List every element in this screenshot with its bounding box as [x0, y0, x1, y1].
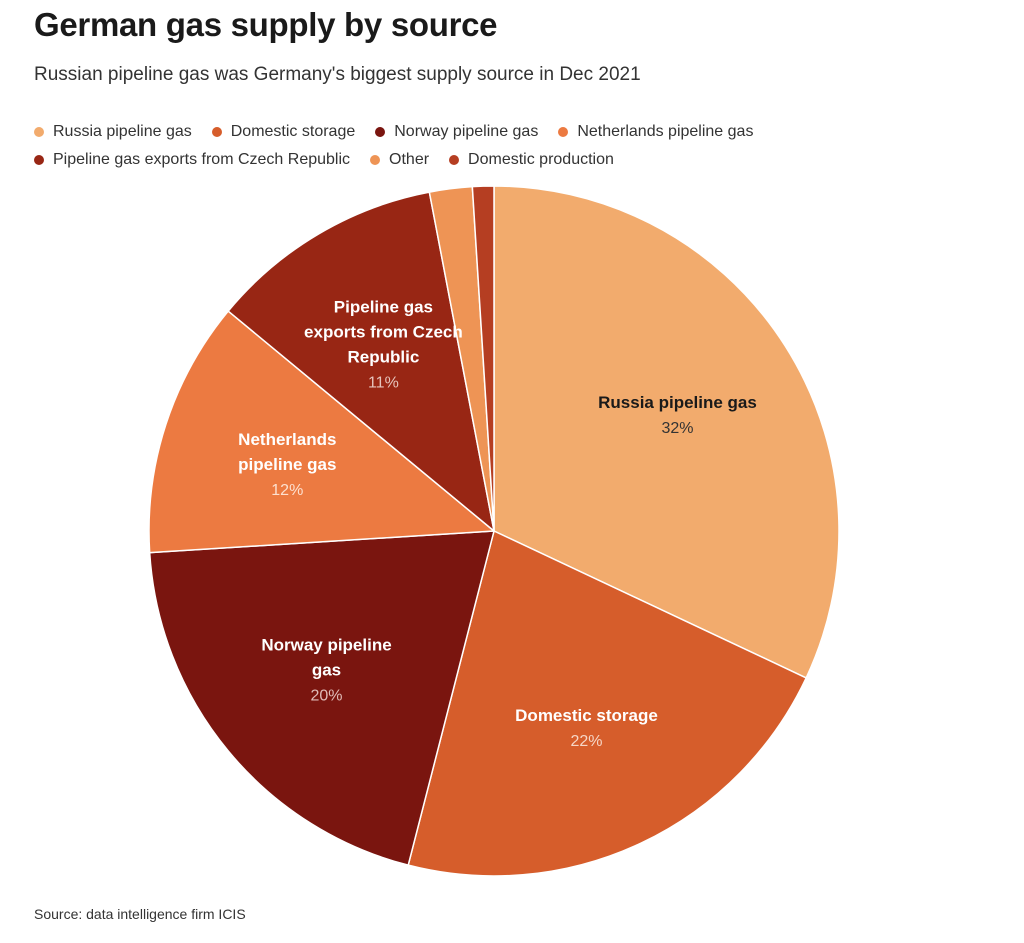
slice-name-text: Domestic storage — [515, 706, 658, 725]
legend-item-norway-pipeline-gas: Norway pipeline gas — [375, 123, 538, 141]
legend-item-domestic-storage: Domestic storage — [211, 123, 356, 141]
slice-name-text: Republic — [348, 347, 420, 366]
slice-name-text: exports from Czech — [304, 322, 463, 341]
legend-label: Other — [389, 151, 430, 168]
legend-row: Russia pipeline gas Domestic storage Norwa… — [34, 118, 994, 146]
slice-name-text: Pipeline gas — [334, 297, 433, 316]
legend-item-netherlands-pipeline-gas: Netherlands pipeline gas — [558, 123, 753, 141]
legend-row: Pipeline gas exports from Czech Republic… — [34, 146, 994, 174]
slice-label-pipeline-gas-exports-from-czech-republic: Pipeline gas exports from Czech Republic 11… — [304, 297, 463, 391]
slice-name-text: pipeline gas — [238, 455, 336, 474]
legend-swatch — [34, 127, 44, 137]
pie-slice-domestic-storage — [407, 530, 807, 877]
slice-value-text: 20% — [310, 688, 342, 705]
legend-swatch — [211, 127, 222, 137]
pie-slice-norway-pipeline-gas — [148, 530, 495, 866]
legend-swatch — [370, 155, 381, 165]
legend-item-russia-pipeline-gas: Russia pipeline gas — [34, 123, 192, 141]
source-note: Source: data intelligence firm ICIS — [34, 906, 246, 922]
slice-label-norway-pipeline-gas: Norway pipeline gas 20% — [261, 636, 391, 705]
pie-slice-russia-pipeline-gas — [493, 185, 840, 679]
slice-name-text: Norway pipeline — [261, 636, 391, 655]
pie-slices — [148, 185, 840, 877]
slice-label-domestic-storage: Domestic storage 22% — [515, 706, 658, 750]
legend-swatch — [558, 127, 569, 137]
legend-swatch — [375, 127, 386, 137]
slice-value-text: 11% — [368, 374, 399, 391]
legend-item-domestic-production: Domestic production — [449, 151, 614, 169]
slice-value-text: 22% — [570, 733, 602, 750]
legend-item-other: Other — [370, 151, 429, 169]
legend-label: Domestic storage — [230, 123, 356, 140]
legend-label: Norway pipeline gas — [394, 123, 539, 140]
slice-value-text: 32% — [661, 420, 693, 437]
legend-label: Pipeline gas exports from Czech Republic — [53, 151, 351, 168]
slice-label-russia-pipeline-gas: Russia pipeline gas 32% — [598, 393, 757, 437]
pie-slice-domestic-production — [471, 185, 495, 532]
slice-label-netherlands-pipeline-gas: Netherlands pipeline gas 12% — [238, 430, 336, 499]
slice-name-text: Netherlands — [238, 430, 336, 449]
pie-slice-netherlands-pipeline-gas — [148, 310, 495, 554]
legend-item-pipeline-gas-exports-from-czech-republic: Pipeline gas exports from Czech Republic — [34, 151, 350, 169]
pie-labels: Russia pipeline gas 32% Domestic storage 22… — [238, 297, 757, 750]
legend-label: Domestic production — [468, 151, 614, 168]
slice-name-text: Russia pipeline gas — [598, 393, 757, 412]
pie-slice-pipeline-gas-exports-from-czech-republic — [227, 191, 495, 532]
slice-name-text: gas — [312, 661, 341, 680]
legend-label: Netherlands pipeline gas — [577, 123, 754, 140]
legend-swatch — [34, 155, 44, 165]
chart-subtitle: Russian pipeline gas was Germany's bigge… — [34, 64, 641, 85]
slice-value-text: 12% — [271, 482, 303, 499]
legend: Russia pipeline gas Domestic storage Norwa… — [34, 118, 994, 174]
chart-title: German gas supply by source — [34, 6, 498, 43]
legend-swatch — [449, 155, 460, 165]
legend-label: Russia pipeline gas — [53, 123, 192, 140]
